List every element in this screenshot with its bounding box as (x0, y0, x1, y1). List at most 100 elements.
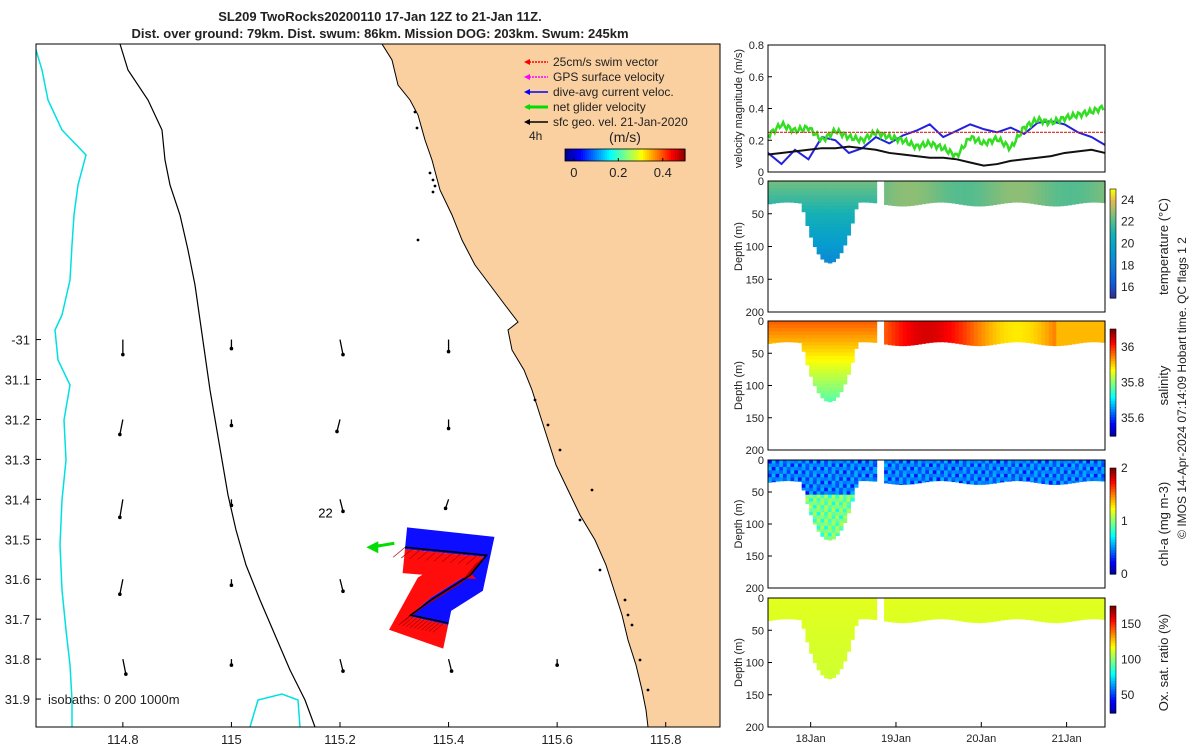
section-cell (966, 198, 971, 203)
section-cell (936, 477, 941, 482)
section-cell (1041, 184, 1046, 189)
section-cell (824, 394, 829, 399)
section-cell (1000, 480, 1005, 483)
section-cell (895, 466, 900, 471)
section-cell (842, 618, 848, 624)
section-cell (839, 387, 844, 392)
section-cell (835, 390, 840, 395)
section-cell (854, 470, 859, 475)
section-cell (842, 380, 848, 385)
section-cell (1071, 324, 1076, 329)
section-cell (910, 334, 915, 340)
section-colorbar-segment (1110, 675, 1116, 679)
section-cell (869, 470, 874, 475)
section-cell (820, 477, 825, 482)
section-cell (854, 198, 859, 203)
section-cell (768, 611, 773, 617)
section-cell (835, 387, 840, 392)
section-cell (801, 338, 807, 343)
section-cell (884, 324, 889, 329)
section-cell (771, 198, 777, 203)
section-cell (801, 331, 807, 336)
colorbar-segment (631, 149, 634, 161)
section-cell (835, 515, 840, 520)
section-cell (768, 198, 773, 203)
section-cell (958, 321, 964, 326)
section-cell (786, 331, 792, 336)
section-cell (872, 604, 878, 610)
section-cell (977, 184, 983, 189)
section-cell (820, 248, 825, 253)
section-cell (839, 608, 844, 613)
section-cell (943, 470, 949, 475)
section-cell (929, 331, 934, 336)
section-cell (835, 525, 840, 530)
section-cell (824, 460, 829, 465)
section-cell (786, 477, 792, 482)
section-cell (809, 466, 814, 471)
section-y-tick-label: 100 (746, 658, 764, 670)
section-y-tick-label: 50 (752, 209, 764, 221)
section-cell (805, 181, 810, 186)
section-cell (1052, 345, 1057, 347)
section-y-label: Depth (m) (733, 500, 745, 549)
section-cell (1067, 321, 1072, 326)
section-cell (895, 334, 900, 340)
section-cell (1063, 181, 1069, 186)
section-cell (831, 216, 836, 221)
colorbar-segment (677, 149, 680, 161)
section-cell (1090, 604, 1095, 610)
section-cell (1007, 604, 1012, 610)
section-cell (820, 348, 825, 354)
section-cell (970, 184, 975, 189)
section-cell (1101, 460, 1106, 465)
section-cell (1003, 601, 1009, 606)
section-cell (958, 466, 964, 471)
section-cell (824, 470, 829, 475)
section-cell (1071, 184, 1076, 189)
section-cell (1063, 184, 1069, 189)
section-cell (1097, 460, 1102, 465)
section-cell (1063, 198, 1069, 203)
section-cell (1052, 321, 1057, 326)
geo-velocity-vector (119, 419, 124, 435)
section-cell (981, 611, 986, 617)
section-colorbar-segment (1110, 213, 1116, 217)
section-cell (805, 223, 810, 226)
section-cell (835, 508, 840, 513)
section-cell (925, 615, 930, 620)
section-cell (917, 338, 923, 343)
section-cell (768, 463, 773, 468)
section-cell (842, 181, 848, 186)
section-cell (899, 345, 904, 347)
section-cell (1052, 484, 1057, 485)
colorbar-segment (615, 149, 618, 161)
section-cell (816, 355, 822, 361)
section-cell (902, 460, 908, 465)
section-cell (790, 604, 795, 610)
section-cell (943, 463, 949, 468)
section-cell (1003, 188, 1009, 193)
section-cell (1007, 477, 1012, 482)
section-cell (1037, 202, 1042, 206)
section-cell (809, 608, 814, 613)
section-colorbar-segment (1110, 646, 1116, 650)
section-cell (1033, 324, 1039, 329)
geo-velocity-vector (339, 339, 344, 355)
section-cell (775, 321, 780, 326)
section-cell (857, 195, 863, 200)
section-cell (782, 615, 788, 620)
section-cell (899, 191, 904, 196)
section-cell (1075, 202, 1080, 205)
section-cell (820, 223, 825, 228)
section-cell (1048, 480, 1054, 485)
colorbar-segment (589, 149, 592, 161)
section-cell (951, 327, 956, 333)
section-colorbar-segment (1110, 202, 1116, 206)
section-cell (1086, 327, 1091, 333)
section-cell (996, 331, 1001, 336)
section-cell (775, 198, 780, 203)
section-cell (884, 184, 889, 189)
velocity-background (768, 45, 1105, 172)
section-colorbar-segment (1110, 339, 1116, 343)
